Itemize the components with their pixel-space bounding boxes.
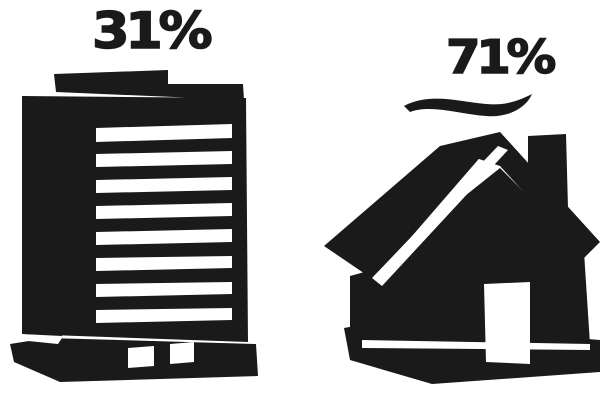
house-percentage-label: 71% xyxy=(445,30,557,84)
chimney-smoke-icon xyxy=(404,94,532,117)
house-door xyxy=(484,282,530,364)
building-percentage-label: 31% xyxy=(91,2,213,60)
